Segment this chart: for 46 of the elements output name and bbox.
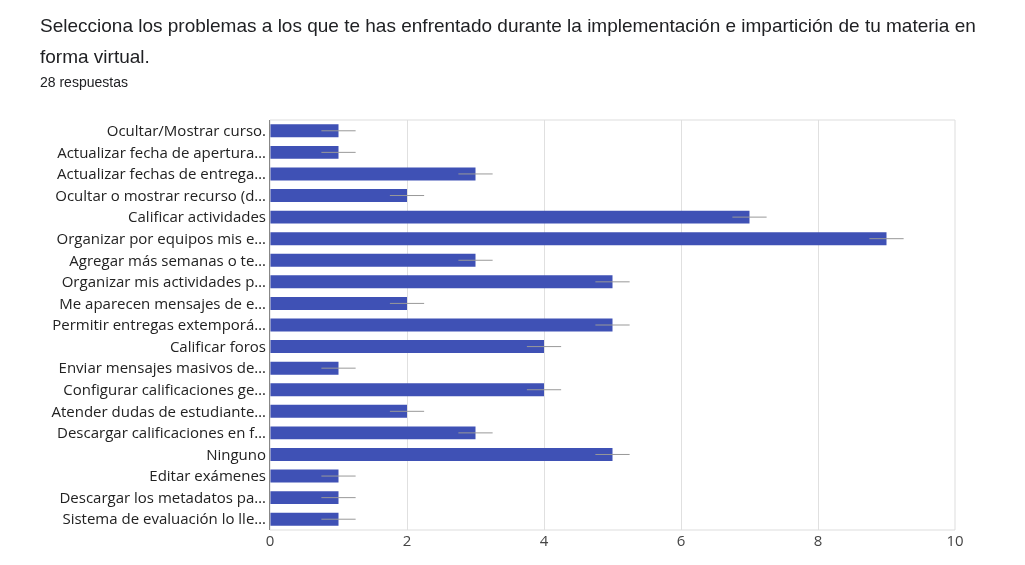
y-tick-label: Calificar actividades [128, 206, 266, 227]
y-tick-label: Calificar foros [169, 335, 266, 356]
x-tick-label: 0 [265, 530, 275, 550]
y-tick-label: Ocultar o mostrar recurso (d… [55, 184, 266, 205]
y-tick-label: Configurar calificaciones ge… [63, 378, 266, 399]
y-tick-label: Ninguno [206, 443, 266, 464]
y-tick-label: Agregar más semanas o te… [69, 249, 266, 270]
bar [270, 512, 339, 526]
bar [270, 275, 613, 289]
y-tick-label: Organizar por equipos mis e… [56, 227, 266, 248]
bar [270, 383, 544, 397]
text: 28 respuestas [40, 74, 128, 90]
bar [270, 404, 407, 418]
y-tick-label: Descargar calificaciones en f… [57, 422, 266, 443]
y-tick-label: Organizar mis actividades p… [61, 271, 266, 292]
x-tick-label: 4 [539, 530, 549, 550]
chart-title: Selecciona los problemas a los que te has enfrentado durante la implementación e impartición de tu materia en forma virtual. [40, 14, 977, 69]
x-tick-label: 10 [946, 530, 964, 550]
bar [270, 361, 339, 375]
bar [270, 167, 476, 181]
x-tick-label: 2 [402, 530, 412, 550]
bar [270, 340, 544, 354]
x-tick-label: 8 [813, 530, 823, 550]
bar [270, 426, 476, 440]
y-tick-label: Me aparecen mensajes de e… [59, 292, 266, 313]
bar [270, 253, 476, 267]
bar [270, 448, 613, 461]
bar [270, 491, 339, 505]
y-tick-label: Actualizar fecha de apertura… [57, 141, 266, 162]
bar [270, 296, 407, 310]
bar [270, 232, 887, 246]
y-tick-label: Descargar los metadatos pa… [59, 486, 266, 507]
bar [270, 189, 407, 202]
y-tick-label: Editar exámenes [149, 465, 266, 486]
x-tick-label: 6 [676, 530, 686, 550]
bar [270, 210, 750, 224]
bar [270, 318, 613, 332]
bar [270, 124, 339, 138]
y-tick-label: Permitir entregas extemporá… [52, 314, 266, 335]
bar [270, 469, 339, 483]
y-tick-label: Sistema de evaluación lo lle… [62, 508, 266, 529]
bar [270, 145, 339, 159]
y-tick-label: Atender dudas de estudiante… [51, 400, 266, 421]
y-tick-label: Ocultar/Mostrar curso. [106, 120, 266, 141]
y-tick-label: Enviar mensajes masivos de… [58, 357, 266, 378]
y-tick-label: Actualizar fechas de entrega… [57, 163, 266, 184]
